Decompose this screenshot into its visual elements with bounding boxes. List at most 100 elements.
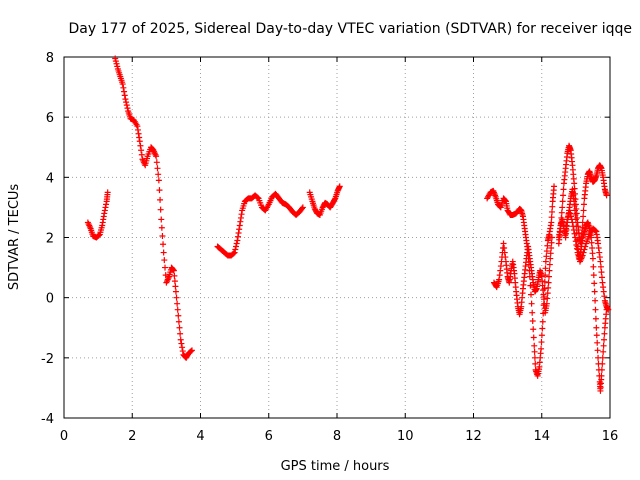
data-point (580, 207, 587, 214)
data-point (188, 348, 195, 355)
data-point (590, 263, 597, 270)
data-point (593, 324, 600, 331)
data-point (155, 177, 162, 184)
data-point (589, 255, 596, 262)
data-point (156, 187, 163, 194)
data-point (123, 99, 130, 106)
x-tick-label: 8 (333, 429, 341, 444)
data-point (527, 282, 534, 289)
data-point (179, 344, 186, 351)
data-point (591, 288, 598, 295)
data-point (538, 339, 545, 346)
data-point (154, 165, 161, 172)
data-point (531, 348, 538, 355)
data-point (171, 278, 178, 285)
data-point (603, 192, 610, 199)
data-point (599, 360, 606, 367)
data-point (161, 257, 168, 264)
data-point (160, 249, 167, 256)
axis-ticks: 0 2 4 6 8 10 12 14 16 -4 -2 0 2 4 6 8 (41, 51, 618, 444)
data-point (589, 250, 596, 257)
data-point (124, 105, 131, 112)
data-point (543, 248, 550, 255)
data-point (568, 216, 575, 223)
data-point (590, 272, 597, 279)
data-point (138, 151, 145, 158)
data-point (137, 142, 144, 149)
data-point (601, 336, 608, 343)
x-tick-label: 6 (265, 429, 273, 444)
data-point (548, 245, 555, 252)
data-point (580, 213, 587, 220)
y-tick-label: -2 (41, 352, 54, 367)
data-point (547, 255, 554, 262)
data-point (579, 219, 586, 226)
data-point (544, 242, 551, 249)
data-point (545, 284, 552, 291)
data-point (113, 60, 120, 67)
data-point (123, 102, 130, 109)
data-point (544, 290, 551, 297)
data-point (580, 201, 587, 208)
data-point (95, 232, 102, 239)
data-point (593, 332, 600, 339)
data-point (532, 360, 539, 367)
data-point (177, 336, 184, 343)
data-point (120, 84, 127, 91)
x-tick-label: 2 (128, 429, 136, 444)
data-point (104, 189, 111, 196)
data-point (336, 183, 343, 190)
data-point (529, 317, 536, 324)
data-point (591, 280, 598, 287)
data-point (544, 295, 551, 302)
data-point (299, 205, 306, 212)
y-tick-label: 8 (46, 51, 54, 66)
data-point (112, 55, 119, 62)
data-point (594, 347, 601, 354)
data-point (179, 348, 186, 355)
data-point (299, 204, 306, 211)
data-point (582, 243, 589, 250)
x-tick-label: 10 (397, 429, 414, 444)
chart-title: Day 177 of 2025, Sidereal Day-to-day VTE… (69, 21, 633, 37)
data-point (174, 300, 181, 307)
data-point (177, 330, 184, 337)
data-point (570, 223, 577, 230)
data-point (112, 58, 119, 65)
data-point (551, 183, 558, 190)
data-point (581, 246, 588, 253)
data-point (600, 342, 607, 349)
data-point (560, 192, 567, 199)
data-point (558, 209, 565, 216)
data-point (254, 194, 261, 201)
data-points (84, 55, 612, 394)
data-point (232, 246, 239, 253)
data-point (531, 354, 538, 361)
data-point (601, 330, 608, 337)
data-point (530, 334, 537, 341)
data-point (158, 216, 165, 223)
data-point (530, 326, 537, 333)
data-point (230, 250, 237, 257)
data-point (546, 261, 553, 268)
y-tick-label: -4 (41, 412, 54, 427)
data-point (162, 264, 169, 271)
data-point (178, 340, 185, 347)
data-point (598, 269, 605, 276)
data-point (580, 249, 587, 256)
data-point (542, 258, 549, 265)
data-point (592, 297, 599, 304)
data-point (529, 309, 536, 316)
data-point (598, 372, 605, 379)
data-point (548, 219, 555, 226)
data-point (548, 208, 555, 215)
data-point (231, 249, 238, 256)
data-point (136, 138, 143, 145)
data-point (598, 274, 605, 281)
data-point (598, 366, 605, 373)
data-point (531, 342, 538, 349)
data-point (568, 213, 575, 220)
x-tick-label: 4 (196, 429, 204, 444)
data-point (232, 243, 239, 250)
